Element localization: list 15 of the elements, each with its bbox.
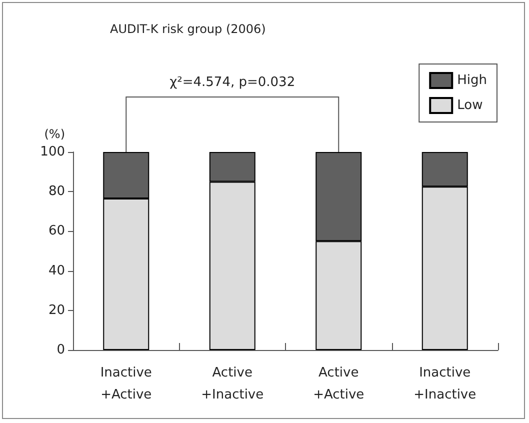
- x-tick-label: Active +Inactive: [201, 366, 264, 402]
- chart-title: AUDIT-K risk group (2006): [110, 22, 266, 36]
- legend-label: Low: [457, 98, 484, 113]
- y-tick-label: 80: [48, 184, 65, 200]
- legend-label: High: [457, 73, 488, 88]
- y-tick-label: 60: [48, 224, 65, 239]
- y-axis-title: (%): [44, 127, 65, 141]
- y-tick-label: 100: [40, 144, 65, 160]
- x-tick-label: Active +Active: [313, 366, 364, 402]
- text: χ²=4.574, p=0.032: [170, 75, 296, 90]
- x-tick-label: Inactive +Inactive: [414, 366, 476, 402]
- x-tick-label: Inactive +Active: [100, 366, 152, 402]
- y-tick-label: 0: [56, 342, 65, 358]
- y-tick-label: 20: [48, 302, 65, 318]
- y-tick-label: 40: [48, 263, 65, 278]
